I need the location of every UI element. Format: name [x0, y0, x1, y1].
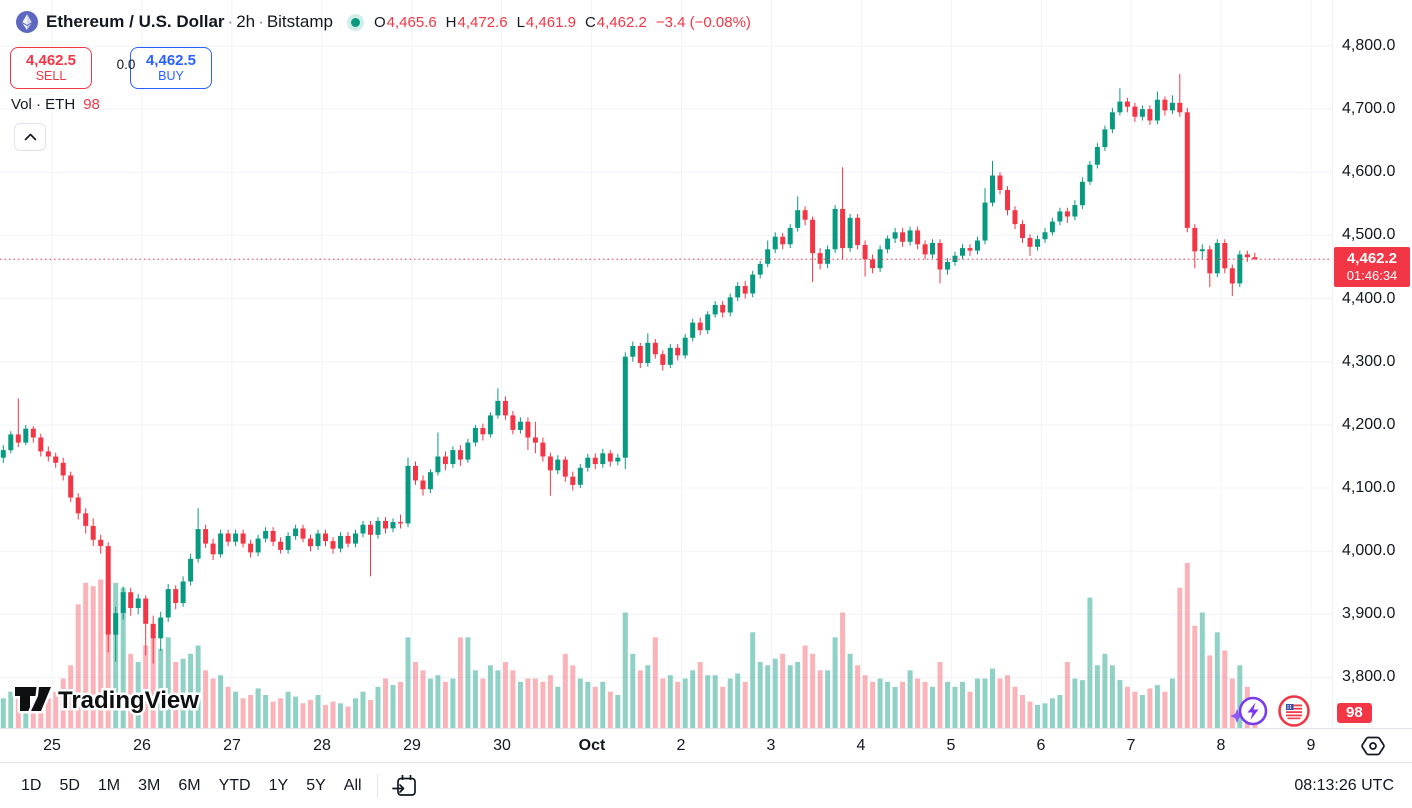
bottom-toolbar: 1D 5D 1M 3M 6M YTD 1Y 5Y All 08:13:26 UTC — [0, 762, 1412, 808]
volume-value: 98 — [83, 96, 100, 113]
symbol-name: Ethereum / U.S. Dollar — [46, 12, 225, 31]
title-separator: · — [227, 12, 234, 31]
range-button-ytd[interactable]: YTD — [210, 772, 260, 800]
time-axis-label: 5 — [946, 737, 956, 754]
volume-axis-badge: 98 — [1337, 703, 1372, 723]
range-button-1m[interactable]: 1M — [89, 772, 129, 800]
range-button-5y[interactable]: 5Y — [297, 772, 335, 800]
tradingview-wordmark: TradingView — [58, 687, 199, 714]
time-axis-label: 30 — [493, 737, 511, 754]
time-axis-label: 7 — [1126, 737, 1136, 754]
change-value: −3.4 (−0.08%) — [655, 13, 751, 31]
time-axis-label: 28 — [313, 737, 331, 754]
price-axis-label: 4,800.0 — [1342, 37, 1396, 54]
buy-label: BUY — [158, 69, 184, 84]
time-axis-label: 8 — [1216, 737, 1226, 754]
calendar-arrow-icon — [391, 774, 416, 796]
buy-button[interactable]: 4,462.5 BUY — [130, 47, 212, 89]
open-value: 4,465.6 — [386, 13, 437, 31]
us-economic-event-icon[interactable] — [1276, 693, 1312, 729]
price-axis-label: 4,200.0 — [1342, 416, 1396, 433]
time-axis-label: 25 — [43, 737, 61, 754]
price-axis-label: 4,700.0 — [1342, 100, 1396, 117]
time-axis[interactable]: 25 26 27 28 29 30 Oct 2 3 4 5 6 7 8 9 — [0, 728, 1412, 763]
range-button-all[interactable]: All — [335, 772, 371, 800]
sell-label: SELL — [35, 69, 67, 84]
interval-label: 2h — [236, 12, 256, 31]
symbol-title[interactable]: Ethereum / U.S. Dollar · 2h · Bitstamp — [46, 12, 333, 32]
range-button-5d[interactable]: 5D — [50, 772, 88, 800]
buy-price: 4,462.5 — [145, 52, 197, 70]
bar-countdown: 01:46:34 — [1346, 268, 1398, 284]
sell-price: 4,462.5 — [25, 52, 77, 70]
low-value: 4,461.9 — [525, 13, 576, 31]
range-switcher: 1D 5D 1M 3M 6M YTD 1Y 5Y All — [12, 772, 371, 800]
us-flag-icon — [1286, 704, 1302, 720]
time-axis-label: 29 — [403, 737, 421, 754]
timezone-button[interactable]: 08:13:26 UTC — [1294, 776, 1394, 794]
high-value: 4,472.6 — [457, 13, 508, 31]
tradingview-logo[interactable]: TradingView — [12, 681, 227, 722]
volume-legend: Vol · ETH 98 — [11, 96, 100, 113]
go-to-date-button[interactable] — [390, 771, 420, 801]
time-axis-label: 4 — [856, 737, 866, 754]
last-price-value: 4,462.2 — [1346, 249, 1398, 267]
range-button-1d[interactable]: 1D — [12, 772, 50, 800]
time-axis-label: 2 — [676, 737, 686, 754]
time-axis-label: 6 — [1036, 737, 1046, 754]
price-axis-label: 4,300.0 — [1342, 353, 1396, 370]
range-button-3m[interactable]: 3M — [129, 772, 169, 800]
trade-panel: 4,462.5 SELL 0.0 4,462.5 BUY — [10, 47, 212, 89]
price-axis-label: 4,100.0 — [1342, 479, 1396, 496]
sparkle-icon — [1230, 709, 1244, 723]
chevron-up-icon — [24, 133, 36, 141]
price-axis-label: 3,900.0 — [1342, 605, 1396, 622]
time-axis-label: Oct — [578, 737, 606, 754]
sell-button[interactable]: 4,462.5 SELL — [10, 47, 92, 89]
symbol-header[interactable]: Ethereum / U.S. Dollar · 2h · Bitstamp O4,46… — [16, 8, 751, 36]
price-axis-label: 4,400.0 — [1342, 290, 1396, 307]
time-axis-settings-icon[interactable] — [1360, 734, 1386, 758]
range-button-1y[interactable]: 1Y — [260, 772, 298, 800]
price-axis-label: 4,500.0 — [1342, 226, 1396, 243]
price-axis-label: 4,600.0 — [1342, 163, 1396, 180]
candlestick-chart[interactable] — [0, 0, 1332, 728]
volume-label: Vol · ETH — [11, 96, 76, 113]
market-status-icon — [350, 17, 360, 27]
collapse-legend-button[interactable] — [14, 123, 46, 151]
exchange-label: Bitstamp — [266, 12, 333, 31]
time-axis-label: 26 — [133, 737, 151, 754]
price-axis-label: 4,000.0 — [1342, 542, 1396, 559]
time-axis-label: 9 — [1306, 737, 1316, 754]
close-value: 4,462.2 — [596, 13, 647, 31]
lightning-icon — [1247, 702, 1259, 720]
ohlc-values: O4,465.6 H4,472.6 L4,461.9 C4,462.2 −3.4… — [373, 13, 751, 31]
price-axis-label: 3,800.0 — [1342, 668, 1396, 685]
ethereum-icon — [16, 11, 38, 33]
title-separator: · — [258, 12, 264, 31]
time-axis-label: 27 — [223, 737, 241, 754]
price-axis[interactable]: 4,462.2 01:46:34 98 4,800.0 4,700.0 4,600.… — [1332, 0, 1412, 728]
spread-value: 0.0 — [116, 57, 136, 72]
toolbar-divider — [376, 773, 378, 798]
spark-event-icon[interactable] — [1228, 692, 1270, 730]
chart-event-markers — [1228, 692, 1312, 730]
range-button-6m[interactable]: 6M — [169, 772, 209, 800]
time-axis-label: 3 — [766, 737, 776, 754]
last-price-label: 4,462.2 01:46:34 — [1334, 247, 1410, 287]
